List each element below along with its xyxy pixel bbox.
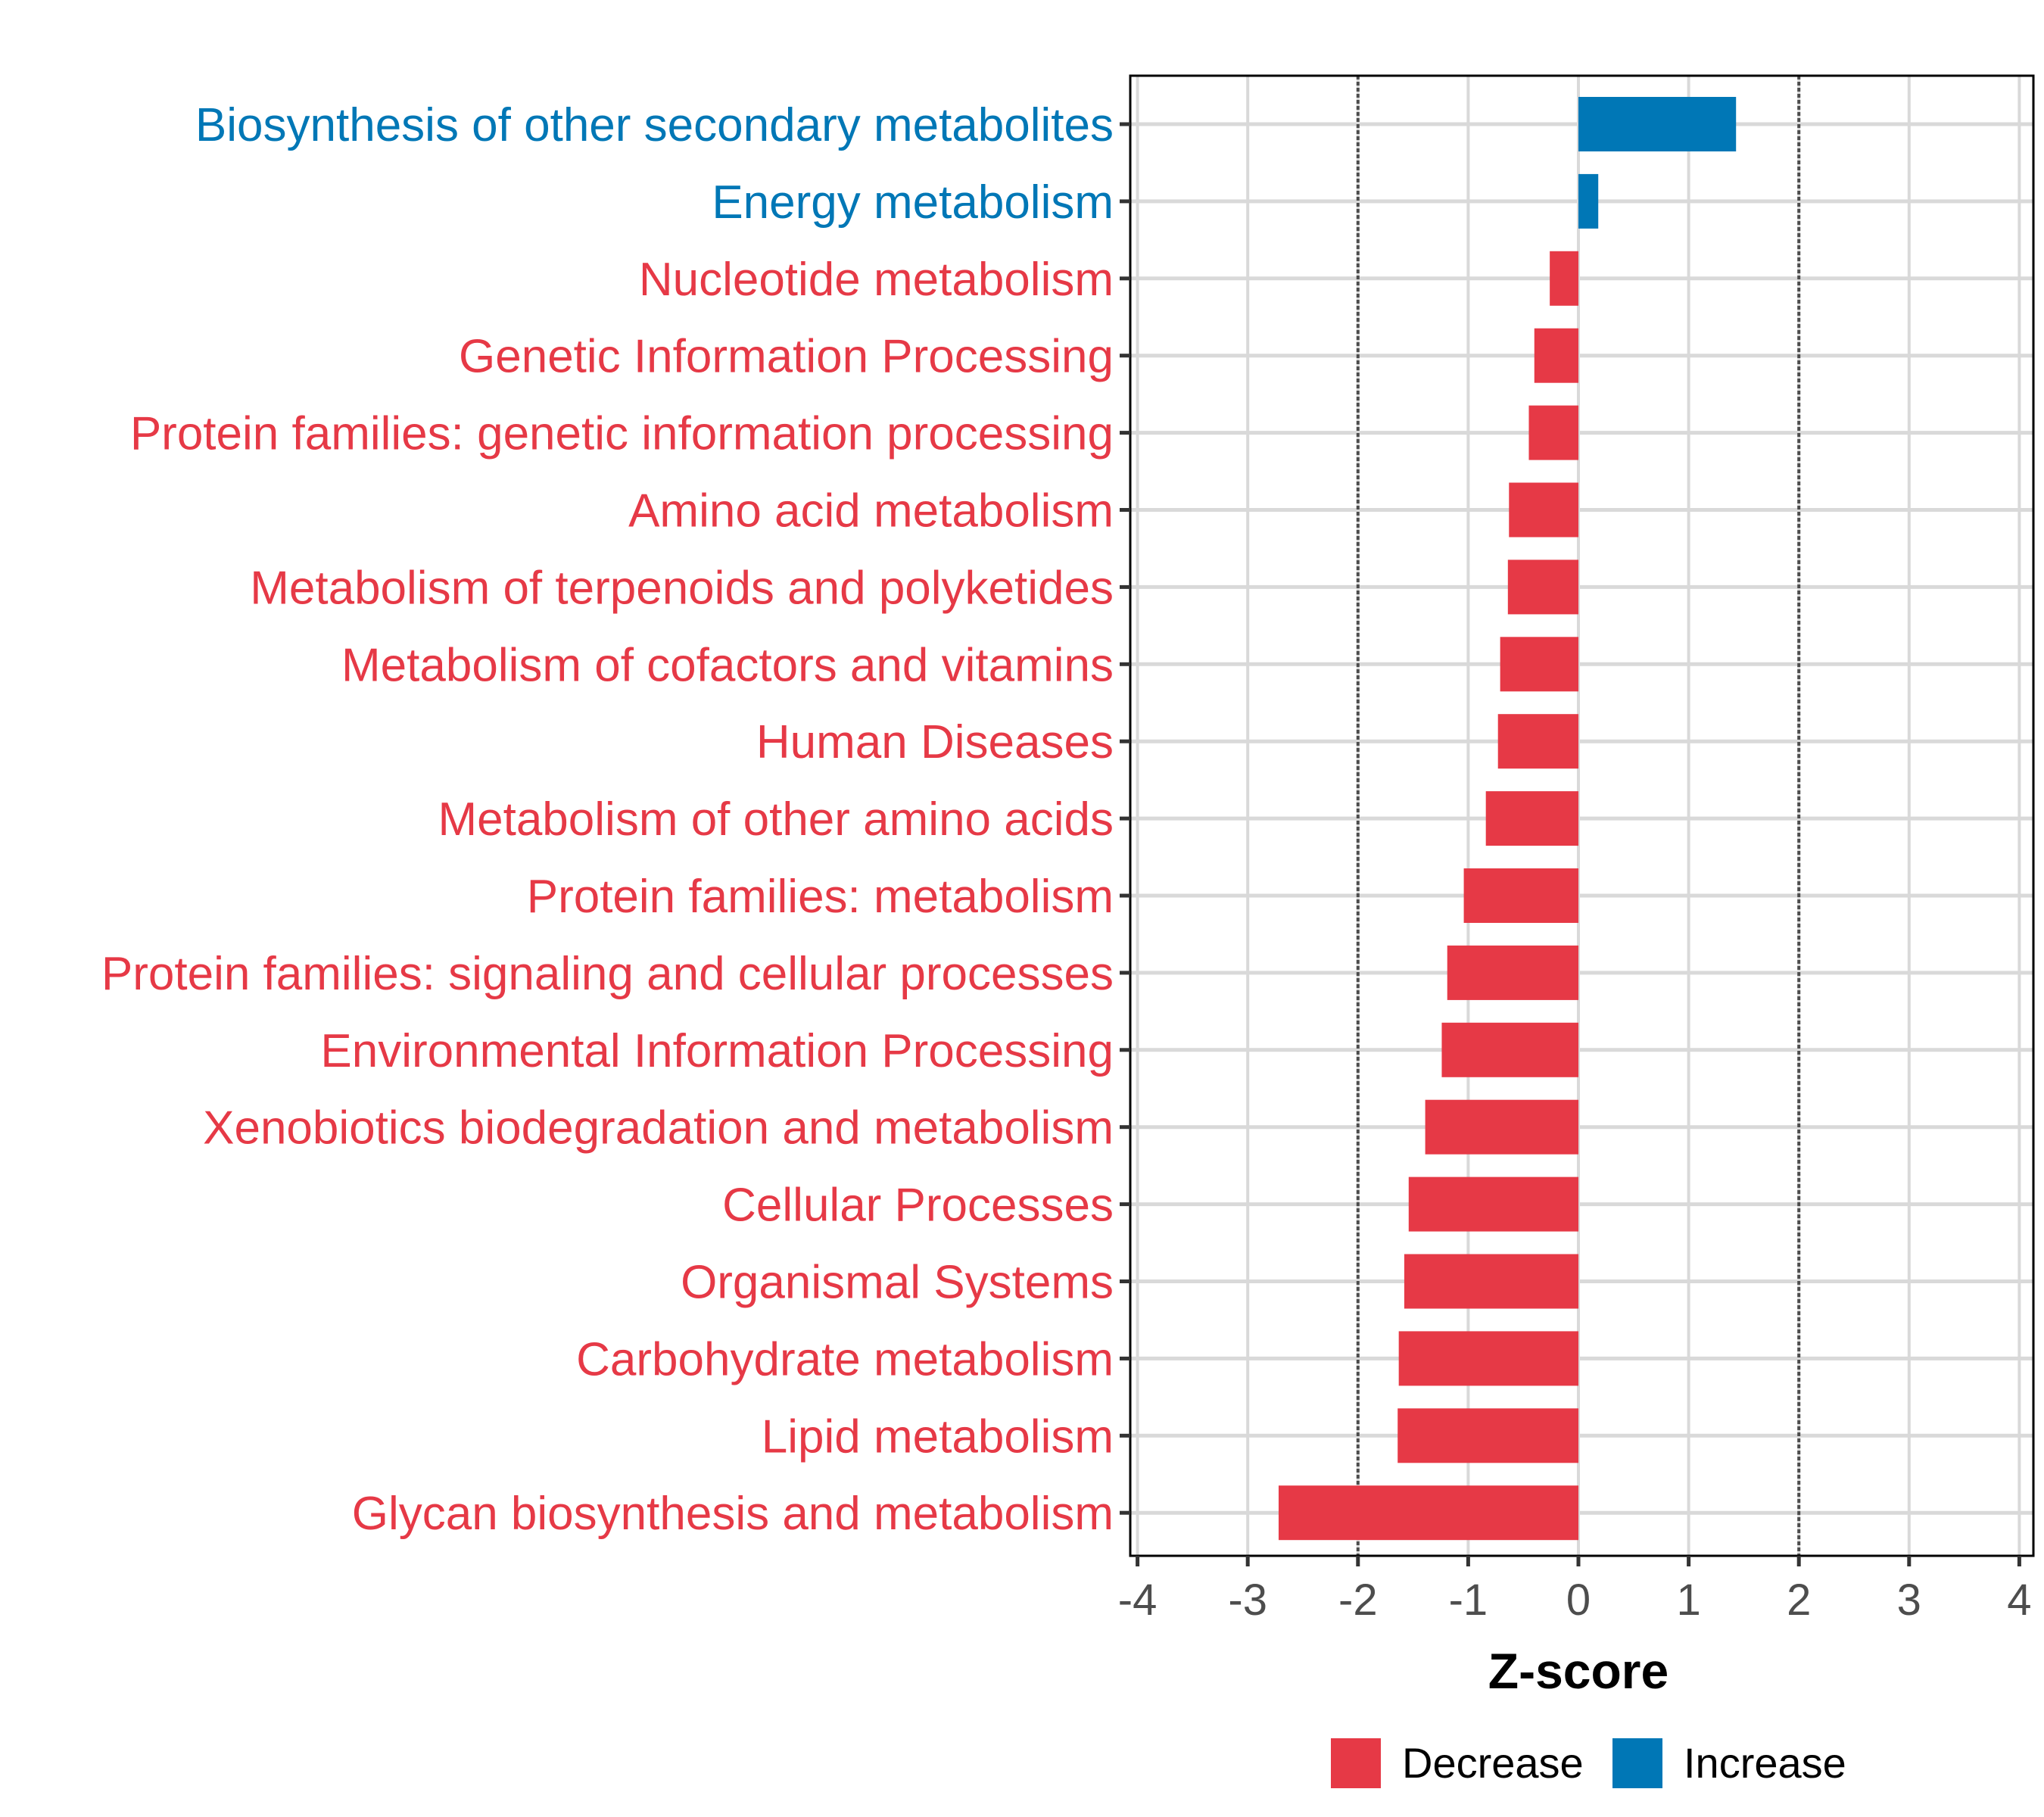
bar [1425,1099,1578,1155]
legend-label: Decrease [1402,1739,1584,1787]
x-tick-label: -1 [1449,1575,1488,1625]
x-tick-label: 4 [2007,1575,2031,1625]
y-tick-label: Nucleotide metabolism [639,254,1114,306]
bar [1534,328,1578,383]
y-tick-label: Lipid metabolism [762,1410,1114,1463]
bar [1578,97,1737,151]
y-tick-label: Amino acid metabolism [628,485,1114,538]
y-axis: Biosynthesis of other secondary metaboli… [101,99,1130,1540]
bar [1550,251,1578,306]
y-tick-label: Protein families: metabolism [527,871,1114,923]
y-tick-label: Biosynthesis of other secondary metaboli… [195,99,1114,151]
y-tick-label: Energy metabolism [712,176,1114,229]
bar [1507,559,1578,615]
y-tick-label: Protein families: signaling and cellular… [101,948,1114,1000]
x-axis-title: Z-score [1488,1643,1669,1699]
panel-border [1129,74,2035,1557]
grid-lines [1130,76,2033,1556]
legend: Decrease Increase [1331,1738,1846,1788]
bar [1485,791,1578,846]
y-tick-label: Metabolism of cofactors and vitamins [341,639,1114,691]
bar [1398,1331,1578,1386]
bar [1497,714,1578,769]
y-tick-label: Cellular Processes [722,1180,1114,1232]
y-tick-label: Metabolism of terpenoids and polyketides [250,562,1114,614]
y-tick-label: Environmental Information Processing [320,1025,1114,1077]
legend-swatch [1331,1738,1381,1788]
x-tick-label: 3 [1897,1575,1921,1625]
bar [1408,1177,1578,1232]
x-tick-label: 0 [1566,1575,1591,1625]
x-tick-label: 2 [1787,1575,1811,1625]
bar [1404,1254,1578,1309]
bar [1441,1022,1578,1077]
x-tick-label: -3 [1228,1575,1267,1625]
y-tick-label: Xenobiotics biodegradation and metabolis… [203,1102,1114,1155]
bar [1528,405,1578,460]
x-axis: -4 -3 -2 -1 0 1 2 3 4 [1118,1556,2032,1625]
x-tick-label: -4 [1118,1575,1158,1625]
reference-lines [1356,76,1801,1556]
y-tick-label: Protein families: genetic information pr… [130,408,1114,460]
y-tick-label: Metabolism of other amino acids [438,793,1114,846]
y-tick-label: Carbohydrate metabolism [576,1333,1114,1385]
y-tick-label: Genetic Information Processing [459,331,1114,383]
bar [1500,637,1578,692]
bar [1509,482,1578,538]
bars [1278,97,1737,1541]
bar [1578,173,1599,229]
y-tick-label: Glycan biosynthesis and metabolism [352,1488,1114,1540]
x-tick-label: 1 [1676,1575,1700,1625]
y-tick-label: Human Diseases [756,716,1114,768]
bar [1463,868,1578,923]
x-tick-label: -2 [1338,1575,1378,1625]
bar [1397,1408,1578,1463]
y-tick-label: Organismal Systems [681,1257,1114,1309]
bar [1447,945,1578,1000]
bar [1278,1485,1578,1541]
legend-swatch [1612,1738,1662,1788]
legend-label: Increase [1684,1739,1846,1787]
